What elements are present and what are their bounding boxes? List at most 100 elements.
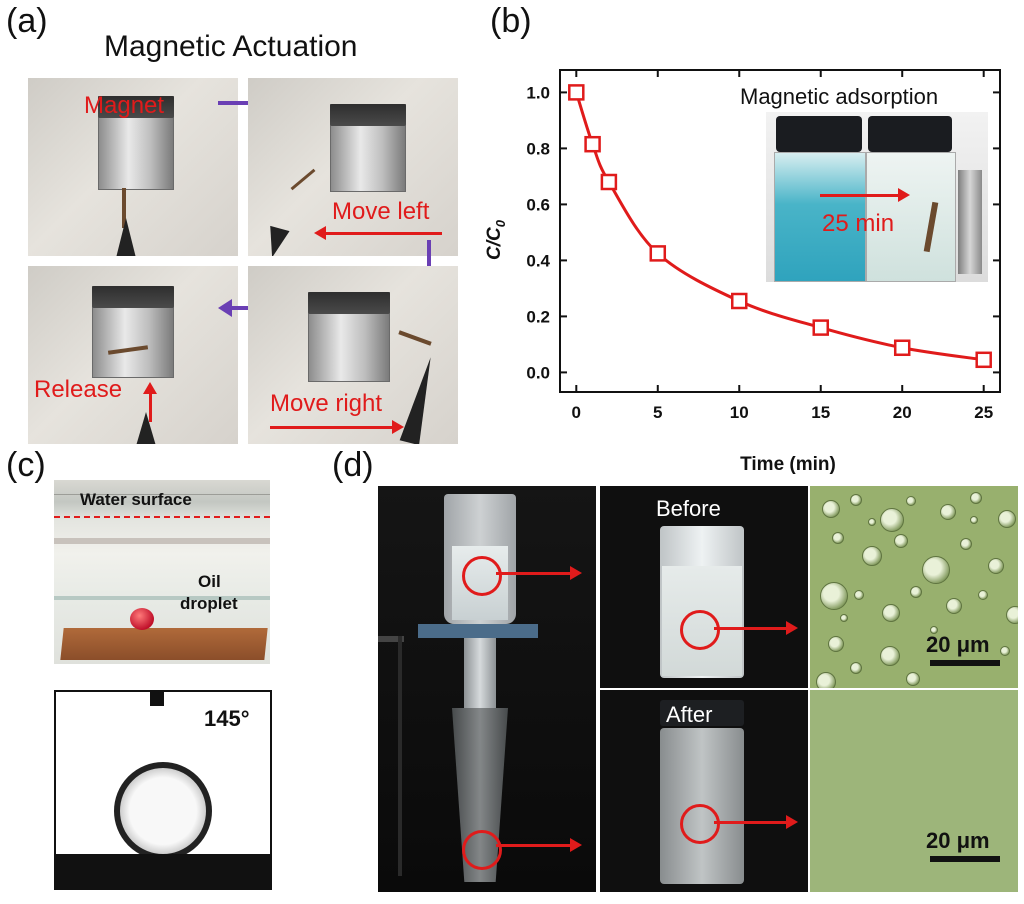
emulsion-droplet	[906, 672, 920, 686]
tweezer	[262, 225, 290, 256]
arrowhead-to-after-icon	[570, 838, 582, 852]
emulsion-droplet	[988, 558, 1004, 574]
emulsion-droplet	[970, 492, 982, 504]
data-point-marker	[893, 339, 911, 357]
emulsion-droplet	[828, 636, 844, 652]
arrowhead-right-inset-icon	[898, 188, 910, 202]
y-tick-label: 0.8	[526, 139, 550, 158]
arrow-to-after-icon	[496, 844, 572, 847]
water-droplet	[114, 762, 212, 860]
arrow-left-icon	[324, 232, 442, 235]
reflection-band	[54, 538, 270, 544]
reflection-band	[54, 596, 270, 600]
chart-ticks: 0 5 10 15 20 25 0.0 0.2 0.4 0.6 0.8 1.0	[526, 70, 1000, 422]
data-point-marker	[649, 245, 667, 262]
film-strip	[290, 168, 316, 191]
arrow-to-before-icon	[496, 572, 572, 575]
panel-b-label: (b)	[490, 2, 532, 40]
oil-droplet-photo: Water surface Oil droplet	[54, 480, 270, 664]
highlight-circle-after	[680, 804, 720, 844]
move-right-label: Move right	[270, 390, 383, 417]
data-point-marker	[975, 351, 992, 369]
film-strip	[122, 188, 126, 228]
after-vial-photo: After	[600, 690, 808, 892]
y-axis-label-main: C/C	[484, 227, 505, 260]
emulsion-droplet	[850, 494, 862, 506]
water-surface-label: Water surface	[80, 490, 192, 509]
y-tick-label: 1.0	[526, 83, 550, 102]
photo-release: Release	[28, 266, 238, 444]
emulsion-droplet	[978, 590, 988, 600]
emulsion-droplet	[854, 590, 864, 600]
x-tick-label: 0	[572, 403, 581, 422]
magnet-block	[308, 292, 390, 382]
vial-cap	[776, 116, 862, 152]
y-axis-label: C/C0	[484, 219, 508, 260]
emulsion-droplet	[960, 538, 972, 550]
arrowhead-up-icon	[143, 382, 157, 394]
contact-angle-photo: 145°	[54, 690, 272, 890]
y-tick-label: 0.2	[526, 307, 550, 326]
oil-droplet	[130, 608, 154, 630]
separation-setup-photo	[378, 486, 596, 892]
emulsion-droplet	[840, 614, 848, 622]
arrow-right-red-icon	[270, 426, 394, 429]
clamp	[418, 624, 538, 638]
arrow-right-inset-icon	[820, 194, 900, 197]
emulsion-droplet	[822, 500, 840, 518]
arrowhead-before-micro-icon	[786, 621, 798, 635]
scale-bar-top	[930, 660, 1000, 666]
scale-label-bottom: 20 μm	[926, 828, 990, 853]
emulsion-droplet	[910, 586, 922, 598]
emulsion-droplet	[970, 516, 978, 524]
y-tick-label: 0.0	[526, 363, 550, 382]
adsorption-chart: 0 5 10 15 20 250.00.20.40.60.81.0 Time (min) …	[484, 69, 1001, 475]
arrowhead-to-before-icon	[570, 566, 582, 580]
x-tick-label: 5	[653, 403, 662, 422]
emulsion-droplet	[882, 604, 900, 622]
photo-move-right: Move right	[248, 266, 458, 444]
magnet-label: Magnet	[84, 92, 165, 119]
chart-series	[568, 84, 992, 369]
highlight-circle-top	[462, 556, 502, 596]
inset-photo: 25 min	[766, 112, 988, 282]
funnel-stem	[464, 638, 496, 708]
arrow-after-micro-icon	[714, 821, 788, 824]
arrowhead-right-red-icon	[392, 420, 404, 434]
data-point-marker	[731, 292, 748, 310]
panel-a-label: (a)	[6, 2, 48, 40]
y-tick-label: 0.4	[526, 251, 550, 270]
surface-line	[54, 494, 270, 495]
emulsion-droplet	[832, 532, 844, 544]
magnet-block	[92, 286, 174, 378]
emulsion-droplet	[868, 518, 876, 526]
oil-label-line2: droplet	[180, 594, 238, 613]
inset-title: Magnetic adsorption	[740, 84, 939, 109]
inset-time-label: 25 min	[822, 210, 895, 237]
emulsion-droplet	[816, 672, 836, 688]
oil-label-line1: Oil	[198, 572, 221, 591]
emulsion-droplet	[906, 496, 916, 506]
panel-d-label: (d)	[332, 446, 374, 484]
move-left-label: Move left	[332, 198, 430, 225]
release-label: Release	[34, 376, 123, 403]
before-vial-photo: Before	[600, 486, 808, 688]
substrate-surface	[56, 854, 270, 888]
emulsion-droplet	[1006, 606, 1018, 624]
coated-substrate	[60, 628, 268, 660]
emulsion-droplet	[880, 646, 900, 666]
contact-angle-label: 145°	[204, 706, 250, 731]
stand-pole	[398, 636, 402, 876]
x-axis-label: Time (min)	[740, 454, 836, 475]
emulsion-droplet	[850, 662, 862, 674]
tweezer	[399, 354, 441, 444]
emulsion-droplet	[946, 598, 962, 614]
vial-cap	[868, 116, 952, 152]
photo-magnet-start: Magnet	[28, 78, 238, 256]
tweezer	[116, 218, 136, 256]
emulsion-droplet	[820, 582, 848, 610]
data-point-marker	[584, 135, 601, 153]
emulsion-droplet	[930, 626, 938, 634]
arrowhead-after-micro-icon	[786, 815, 798, 829]
chart-axes	[559, 69, 1001, 393]
